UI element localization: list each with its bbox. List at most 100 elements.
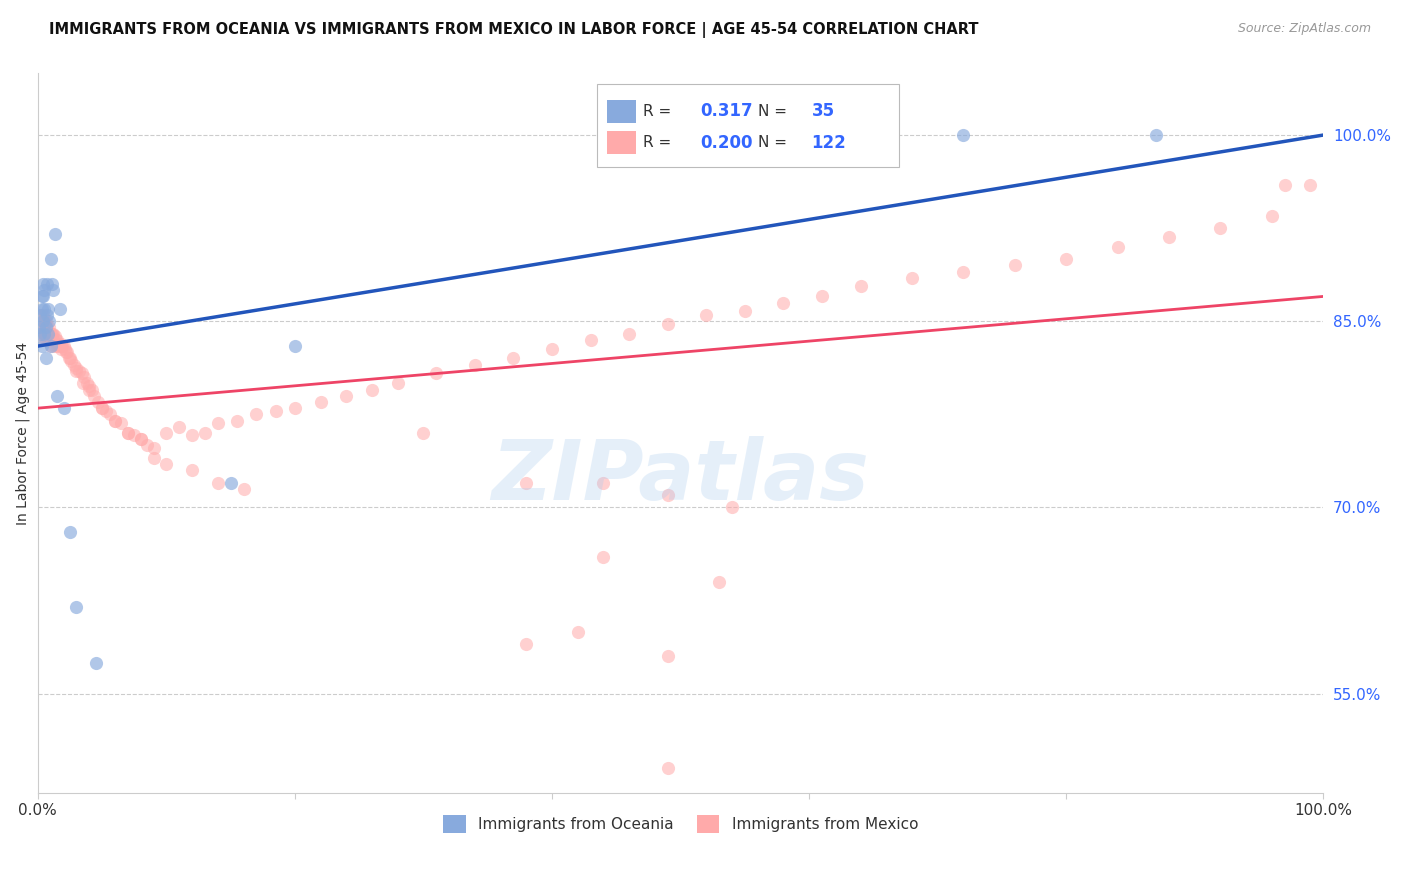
Text: ZIPatlas: ZIPatlas <box>492 435 869 516</box>
Point <box>59 351 82 366</box>
Point <box>1107 240 1129 254</box>
Text: 0.200: 0.200 <box>700 134 752 152</box>
Point <box>52 401 75 416</box>
Point <box>42 326 65 341</box>
Point <box>1144 128 1167 142</box>
Point <box>657 761 679 775</box>
Point <box>32 333 55 347</box>
Point <box>32 314 55 328</box>
Point <box>32 301 55 316</box>
Point <box>617 326 640 341</box>
Point <box>46 389 69 403</box>
Text: R =: R = <box>644 103 672 119</box>
Point <box>32 308 55 322</box>
Point <box>464 358 486 372</box>
Point <box>35 320 58 334</box>
Point <box>952 128 974 142</box>
Point <box>104 413 127 427</box>
Point <box>34 351 56 366</box>
Point <box>77 379 100 393</box>
Point <box>309 395 332 409</box>
Point <box>44 329 66 343</box>
Point <box>264 403 287 417</box>
Point <box>30 308 52 322</box>
Point <box>44 227 66 242</box>
Point <box>30 308 52 322</box>
Point <box>31 289 53 303</box>
Point <box>46 339 69 353</box>
Point <box>30 326 52 341</box>
Point <box>39 339 62 353</box>
Point <box>34 320 56 334</box>
Text: N =: N = <box>758 103 787 119</box>
Point <box>52 339 75 353</box>
Point <box>94 403 117 417</box>
Point <box>129 432 152 446</box>
Point <box>46 333 69 347</box>
Point <box>811 289 834 303</box>
Point <box>32 283 55 297</box>
Point <box>31 326 53 341</box>
Point <box>721 500 744 515</box>
Point <box>48 336 70 351</box>
Point <box>49 342 72 356</box>
Point <box>31 314 53 328</box>
Point <box>37 326 59 341</box>
Point <box>84 656 107 670</box>
Point <box>28 320 51 334</box>
Point <box>657 488 679 502</box>
Point <box>1209 221 1232 235</box>
Point <box>45 333 67 347</box>
Point <box>35 277 58 291</box>
Text: Source: ZipAtlas.com: Source: ZipAtlas.com <box>1237 22 1371 36</box>
FancyBboxPatch shape <box>598 84 898 167</box>
Point <box>579 333 602 347</box>
Point <box>515 475 537 490</box>
Point <box>181 428 204 442</box>
Point <box>849 279 872 293</box>
Point <box>1274 178 1296 192</box>
Point <box>412 425 434 440</box>
Point <box>30 326 52 341</box>
Point <box>232 482 254 496</box>
Point <box>901 270 924 285</box>
Point <box>80 383 103 397</box>
Point <box>37 301 59 316</box>
Point <box>695 308 717 322</box>
Point <box>707 574 730 589</box>
Point <box>34 314 56 328</box>
Point <box>142 450 165 465</box>
Point <box>83 389 105 403</box>
Point <box>49 336 72 351</box>
Point <box>245 408 267 422</box>
Point <box>772 128 794 142</box>
Point <box>59 525 82 540</box>
Point <box>32 314 55 328</box>
Point <box>76 376 98 391</box>
Point <box>541 342 564 356</box>
Point <box>37 333 59 347</box>
Point <box>122 428 145 442</box>
Point <box>70 367 93 381</box>
Text: R =: R = <box>644 136 672 151</box>
Point <box>1299 178 1322 192</box>
Point <box>65 361 87 376</box>
Point <box>387 376 409 391</box>
Point <box>592 550 614 565</box>
Point <box>73 370 96 384</box>
Point <box>38 314 60 328</box>
Point <box>63 358 86 372</box>
Point <box>55 345 77 359</box>
Point <box>32 289 55 303</box>
Point <box>39 326 62 341</box>
Point <box>129 432 152 446</box>
Point <box>142 441 165 455</box>
Point <box>284 401 307 416</box>
Point <box>34 333 56 347</box>
Point <box>32 326 55 341</box>
Text: N =: N = <box>758 136 787 151</box>
Point <box>567 624 589 639</box>
Point <box>194 425 217 440</box>
Legend: Immigrants from Oceania, Immigrants from Mexico: Immigrants from Oceania, Immigrants from… <box>437 808 924 839</box>
Point <box>425 367 447 381</box>
